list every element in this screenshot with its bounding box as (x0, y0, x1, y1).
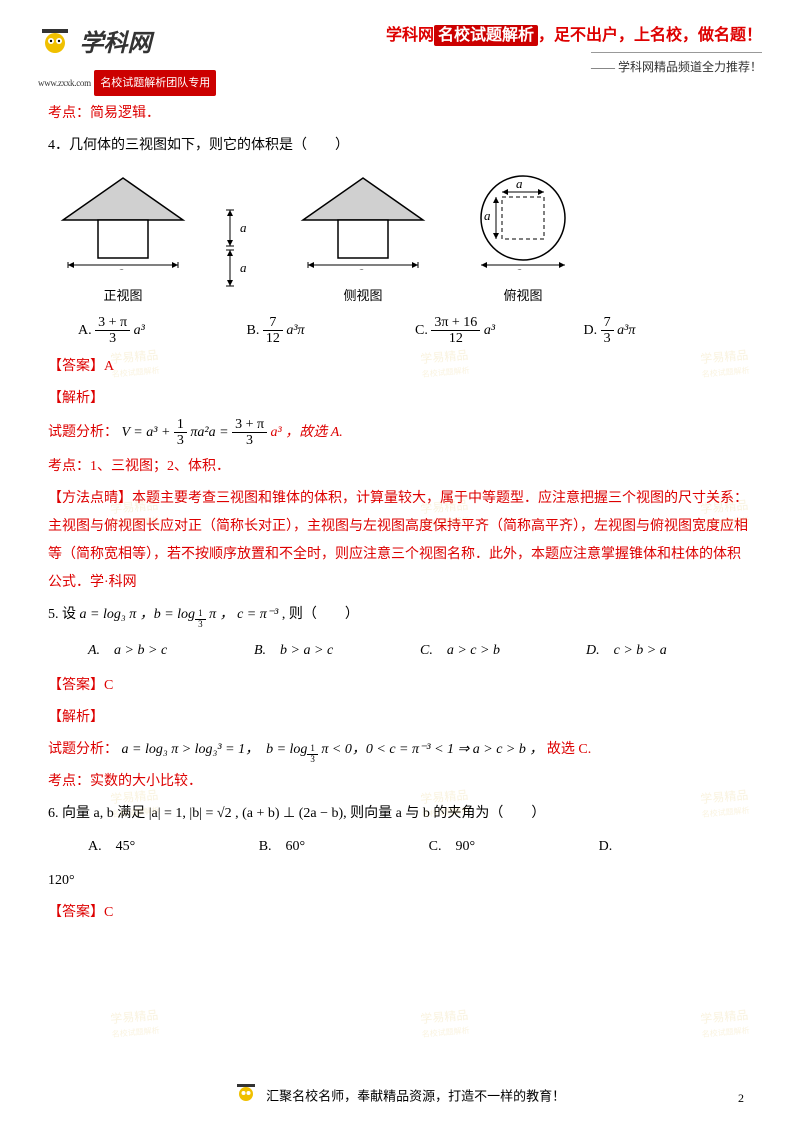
q5-opt-c: C. a > c > b (420, 637, 586, 665)
owl-icon (38, 27, 72, 68)
q5-opt-d: D. c > b > a (586, 637, 752, 665)
q4-diagrams: 2a 正视图 a a 2a (48, 170, 752, 309)
team-badge: 名校试题解析团队专用 (94, 70, 216, 96)
q4-opt-d: D. 73 a³π (584, 315, 753, 347)
q4-stem: 4．几何体的三视图如下，则它的体积是（ ） (48, 132, 752, 160)
slogan: 学科网名校试题解析，足不出户，上名校，做名题！ (386, 20, 762, 52)
svg-text:a: a (240, 220, 247, 235)
q6-opt-d-label: D. (599, 832, 613, 863)
q4-opt-a: A. 3 + π3 a³ (78, 315, 247, 347)
page: 学易精品名校试题解析 学易精品名校试题解析 学易精品名校试题解析 学易精品名校试… (0, 0, 800, 1132)
ans4: 【答案】A (48, 353, 752, 381)
q5-opt-b: B. b > a > c (254, 637, 420, 665)
watermark: 学易精品名校试题解析 (679, 1006, 771, 1043)
front-view: 2a 正视图 (48, 170, 198, 309)
ans5: 【答案】C (48, 672, 752, 700)
footer-text: 汇聚名校名师，奉献精品资源，打造不一样的教育！ (266, 1088, 565, 1103)
header-right: 学科网名校试题解析，足不出户，上名校，做名题！ —— 学科网精品频道全力推荐！ (386, 20, 762, 82)
svg-text:a: a (240, 260, 247, 275)
recommend-line: —— 学科网精品频道全力推荐！ (591, 52, 762, 79)
jiexi5-title: 【解析】 (48, 704, 752, 732)
kaodian4: 考点：1、三视图；2、体积． (48, 453, 752, 481)
side-view: 2a 侧视图 (288, 170, 438, 309)
kaodian5: 考点：实数的大小比较． (48, 768, 752, 796)
q4-opt-b: B. 712 a³π (247, 315, 416, 347)
q5-options: A. a > b > c B. b > a > c C. a > c > b D… (88, 634, 752, 668)
watermark: 学易精品名校试题解析 (399, 1006, 491, 1043)
top-view: a a 2a 俯视图 (458, 170, 588, 309)
q5-opt-a: A. a > b > c (88, 637, 254, 665)
kaodian-3: 考点：简易逻辑． (48, 100, 752, 128)
svg-text:a: a (484, 208, 491, 223)
svg-text:a: a (516, 176, 523, 191)
jiexi5-body: 试题分析： a = log₃ π > log₃³ = 1， b = log13 … (48, 736, 752, 765)
page-header: 学科网 www.zxxk.com 名校试题解析团队专用 学科网名校试题解析，足不… (48, 20, 752, 90)
logo-url: www.zxxk.com (38, 78, 91, 88)
ans6: 【答案】C (48, 899, 752, 927)
svg-text:2a: 2a (118, 266, 132, 270)
q6-options: A. 45° B. 60° C. 90° D. (88, 832, 752, 863)
page-number: 2 (738, 1086, 744, 1110)
method4: 【方法点晴】本题主要考查三视图和锥体的体积，计算量较大，属于中等题型．应注意把握… (48, 485, 752, 597)
logo-text: 学科网 (80, 31, 152, 57)
q4-opt-c: C. 3π + 1612 a³ (415, 315, 584, 347)
q6-opt-d: 120° (48, 867, 752, 895)
jiexi4-body: 试题分析： V = a³ + 13 πa²a = 3 + π3 a³ ，故选 A… (48, 417, 752, 449)
q6-opt-c: C. 90° (429, 832, 475, 863)
q6-stem: 6. 向量 a, b 满足 |a| = 1, |b| = √2 , (a + b… (48, 800, 752, 828)
q6-opt-b: B. 60° (259, 832, 305, 863)
footer: 汇聚名校名师，奉献精品资源，打造不一样的教育！ (0, 1083, 800, 1112)
svg-text:2a: 2a (516, 266, 530, 270)
q6-opt-a: A. 45° (88, 832, 135, 863)
svg-text:2a: 2a (358, 266, 372, 270)
watermark: 学易精品名校试题解析 (89, 1006, 181, 1043)
q5-stem: 5. 设 a = log₃ π ，b = log13 π ， c = π⁻³ ,… (48, 601, 752, 630)
logo-block: 学科网 www.zxxk.com 名校试题解析团队专用 (38, 20, 216, 97)
owl-icon-small (235, 1083, 257, 1112)
dimension-a: a a (218, 198, 258, 309)
jiexi4-title: 【解析】 (48, 385, 752, 413)
q4-options: A. 3 + π3 a³ B. 712 a³π C. 3π + 1612 a³ … (78, 315, 752, 347)
